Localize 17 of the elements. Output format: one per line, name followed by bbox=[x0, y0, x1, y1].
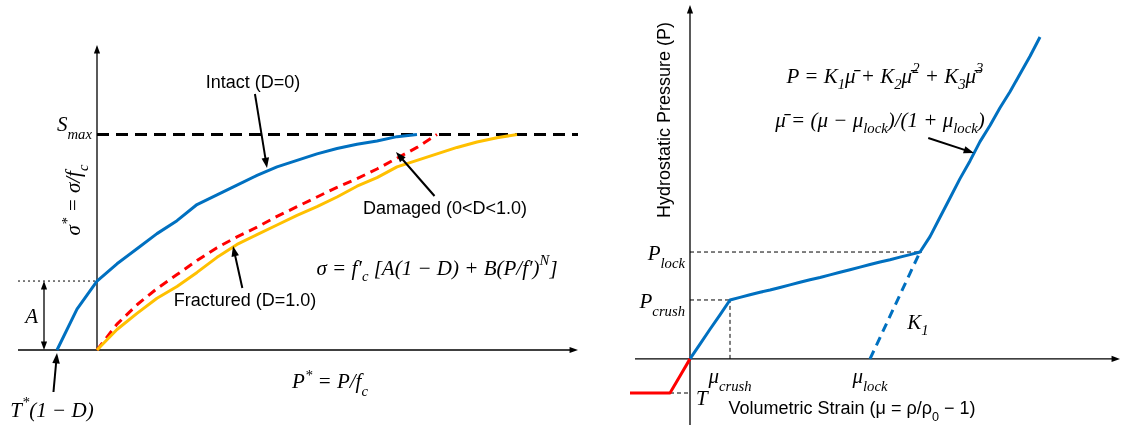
ref-line-label: T bbox=[696, 386, 709, 410]
x-axis-title: P$^{*}$ = P/f$_{c}$ bbox=[291, 367, 369, 399]
y-axis-title: Hydrostatic Pressure (P) bbox=[654, 21, 674, 219]
text: T$^{*}$(1 − D) bbox=[10, 394, 94, 422]
x-axis-title: Volumetric Strain (μ = ρ/ρ$_{0}$ − 1) bbox=[728, 398, 976, 424]
annotation: σ = f′$_{c}$ [A(1 − D) + B(P/f′)$^{N}$] bbox=[316, 252, 558, 284]
ref-line-label: S$_{max}$ bbox=[57, 111, 93, 142]
x-tick-label: μ$_{lock}$ bbox=[851, 363, 888, 394]
ref-line-label: P$_{lock}$ bbox=[646, 241, 686, 272]
ref-line-label: P$_{crush}$ bbox=[638, 288, 685, 319]
annotation: μ̄ = (μ − μ$_{lock}$)/(1 + μ$_{lock}$) bbox=[774, 108, 985, 136]
annotation: K$_{1}$ bbox=[906, 310, 929, 338]
annotation: Damaged (0<D<1.0) bbox=[362, 198, 528, 218]
text: P = K$_{1}$μ̄ + K$_{2}$μ̄$^{2}$ + K$_{3}$μ̄$^{3}$ bbox=[786, 60, 984, 92]
legend-label: A bbox=[23, 303, 39, 328]
text: Intact (D=0) bbox=[205, 72, 301, 92]
annotation: Fractured (D=1.0) bbox=[173, 290, 317, 310]
